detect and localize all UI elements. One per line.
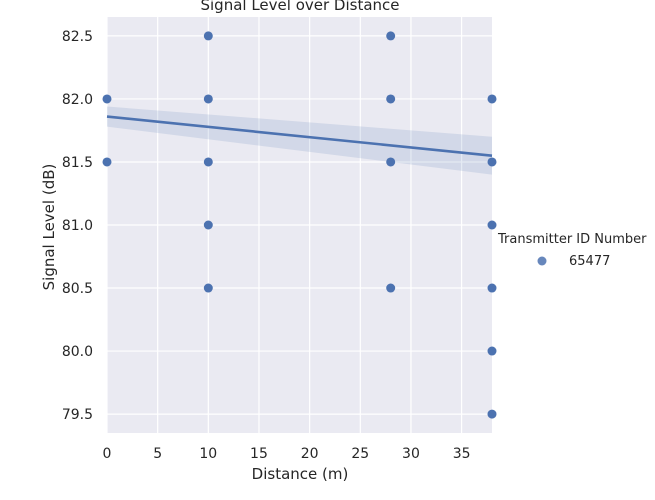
chart-title: Signal Level over Distance — [200, 0, 399, 14]
data-point — [487, 220, 497, 230]
data-point — [386, 283, 396, 293]
data-point — [487, 157, 497, 167]
data-point — [203, 157, 213, 167]
data-point — [203, 283, 213, 293]
y-tick-label: 81.5 — [62, 155, 93, 171]
x-axis-label: Distance (m) — [252, 465, 349, 483]
data-point — [203, 31, 213, 41]
regression-line — [106, 115, 493, 157]
data-point — [487, 283, 497, 293]
x-tick-label: 10 — [199, 446, 217, 462]
x-tick-label: 0 — [103, 446, 112, 462]
legend: Transmitter ID Number 65477 — [497, 232, 647, 269]
data-point — [487, 409, 497, 419]
regression-line-group — [106, 115, 493, 157]
grid-lines — [106, 17, 492, 433]
x-tick-label: 30 — [402, 446, 420, 462]
x-tick-label: 25 — [351, 446, 369, 462]
data-point — [386, 157, 396, 167]
x-tick-label: 5 — [153, 446, 162, 462]
y-tick-label: 82.5 — [62, 29, 93, 45]
y-tick-label: 80.0 — [62, 344, 93, 360]
x-tick-label: 15 — [250, 446, 268, 462]
data-point — [386, 94, 396, 104]
y-axis-label: Signal Level (dB) — [40, 164, 58, 291]
data-point — [102, 157, 112, 167]
y-tick-label: 81.0 — [62, 218, 93, 234]
x-tick-label: 35 — [453, 446, 471, 462]
data-point — [203, 220, 213, 230]
y-tick-label: 82.0 — [62, 92, 93, 108]
legend-marker — [537, 256, 547, 266]
confidence-band — [107, 106, 492, 175]
y-tick-label: 79.5 — [62, 407, 93, 423]
legend-label: 65477 — [569, 254, 610, 269]
data-point — [487, 94, 497, 104]
confidence-band-area — [107, 106, 492, 175]
data-point — [102, 94, 112, 104]
x-tick-label: 20 — [301, 446, 319, 462]
data-point — [487, 346, 497, 356]
y-tick-labels: 79.5 80.0 80.5 81.0 81.5 82.0 82.5 — [62, 29, 93, 423]
legend-title: Transmitter ID Number — [497, 232, 647, 247]
data-point — [386, 31, 396, 41]
data-point — [203, 94, 213, 104]
x-tick-labels: 0 5 10 15 20 25 30 35 — [103, 446, 471, 462]
scatter-points — [102, 31, 497, 419]
y-tick-label: 80.5 — [62, 281, 93, 297]
